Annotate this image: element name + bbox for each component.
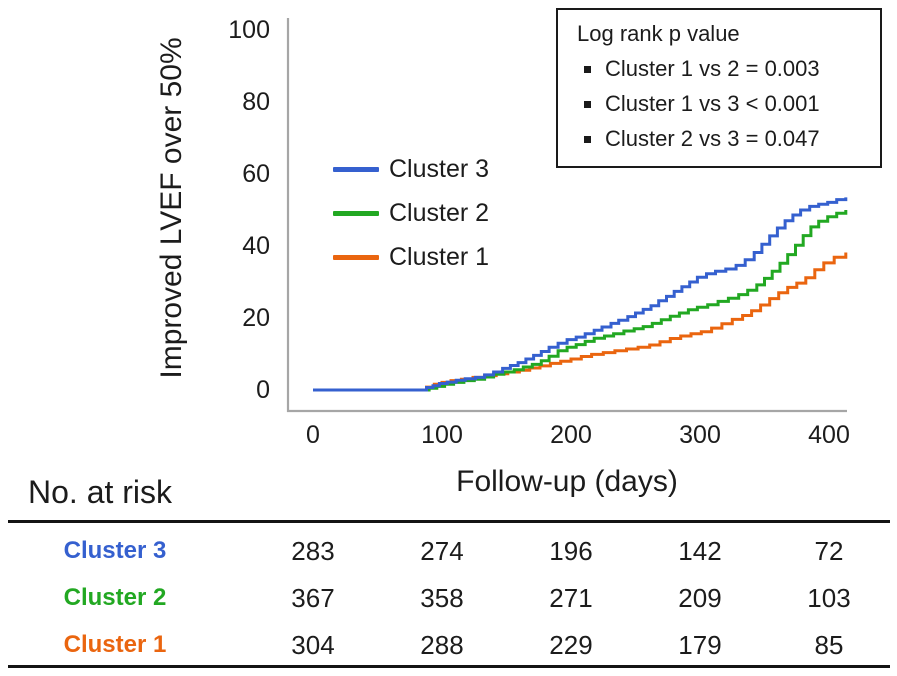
square-bullet-icon	[584, 135, 591, 143]
y-tick-label: 80	[242, 88, 270, 116]
risk-cell: 85	[814, 630, 844, 660]
x-tick-label: 400	[808, 421, 850, 449]
legend-line-swatch	[333, 167, 379, 172]
p-value-text: Cluster 1 vs 2 = 0.003	[605, 56, 820, 81]
risk-cell: 72	[814, 536, 844, 566]
risk-cell: 358	[420, 583, 464, 613]
risk-cell: 274	[420, 536, 464, 566]
y-tick-label: 0	[256, 376, 270, 404]
step-curves	[313, 197, 848, 392]
p-value-box-title: Log rank p value	[577, 21, 740, 46]
risk-row-label-cluster-3: Cluster 3	[63, 537, 167, 564]
legend-label: Cluster 2	[389, 199, 490, 227]
square-bullet-icon	[584, 65, 591, 73]
risk-cell: 367	[291, 583, 335, 613]
risk-cell: 179	[678, 630, 722, 660]
log-rank-p-value-box: Log rank p value Cluster 1 vs 2 = 0.003 …	[556, 8, 882, 168]
legend-line-swatch	[333, 211, 379, 216]
x-tick-label: 0	[306, 421, 320, 449]
x-tick-label: 200	[550, 421, 592, 449]
risk-cell: 304	[291, 630, 335, 660]
curve-cluster-3	[313, 197, 848, 392]
table-bottom-rule	[8, 665, 890, 668]
legend-label: Cluster 1	[389, 243, 490, 271]
p-value-item: Cluster 2 vs 3 = 0.047	[584, 126, 880, 152]
risk-cell: 209	[678, 583, 722, 613]
risk-cell: 288	[420, 630, 464, 660]
square-bullet-icon	[584, 100, 591, 108]
legend-label: Cluster 3	[389, 155, 490, 183]
p-value-item: Cluster 1 vs 3 < 0.001	[584, 91, 880, 117]
x-tick-label: 300	[679, 421, 721, 449]
risk-cell: 142	[678, 536, 722, 566]
y-tick-label: 40	[242, 232, 270, 260]
x-tick-label: 100	[421, 421, 463, 449]
legend-line-swatch	[333, 255, 379, 260]
p-value-item: Cluster 1 vs 2 = 0.003	[584, 56, 880, 82]
y-tick-label: 60	[242, 160, 270, 188]
table-top-rule	[8, 520, 890, 523]
risk-cell: 283	[291, 536, 335, 566]
risk-cell: 196	[549, 536, 593, 566]
risk-row-label-cluster-1: Cluster 1	[63, 631, 167, 658]
no-at-risk-label: No. at risk	[28, 474, 173, 510]
risk-cell: 103	[807, 583, 851, 613]
curve-cluster-1	[313, 252, 848, 392]
p-value-text: Cluster 1 vs 3 < 0.001	[605, 91, 820, 116]
risk-row-label-cluster-2: Cluster 2	[63, 584, 167, 611]
p-value-text: Cluster 2 vs 3 = 0.047	[605, 126, 820, 151]
y-tick-label: 20	[242, 304, 270, 332]
curve-cluster-2	[313, 210, 848, 392]
risk-cell: 271	[549, 583, 593, 613]
x-axis-title: Follow-up (days)	[456, 465, 678, 498]
y-tick-label: 100	[228, 16, 270, 44]
risk-cell: 229	[549, 630, 593, 660]
